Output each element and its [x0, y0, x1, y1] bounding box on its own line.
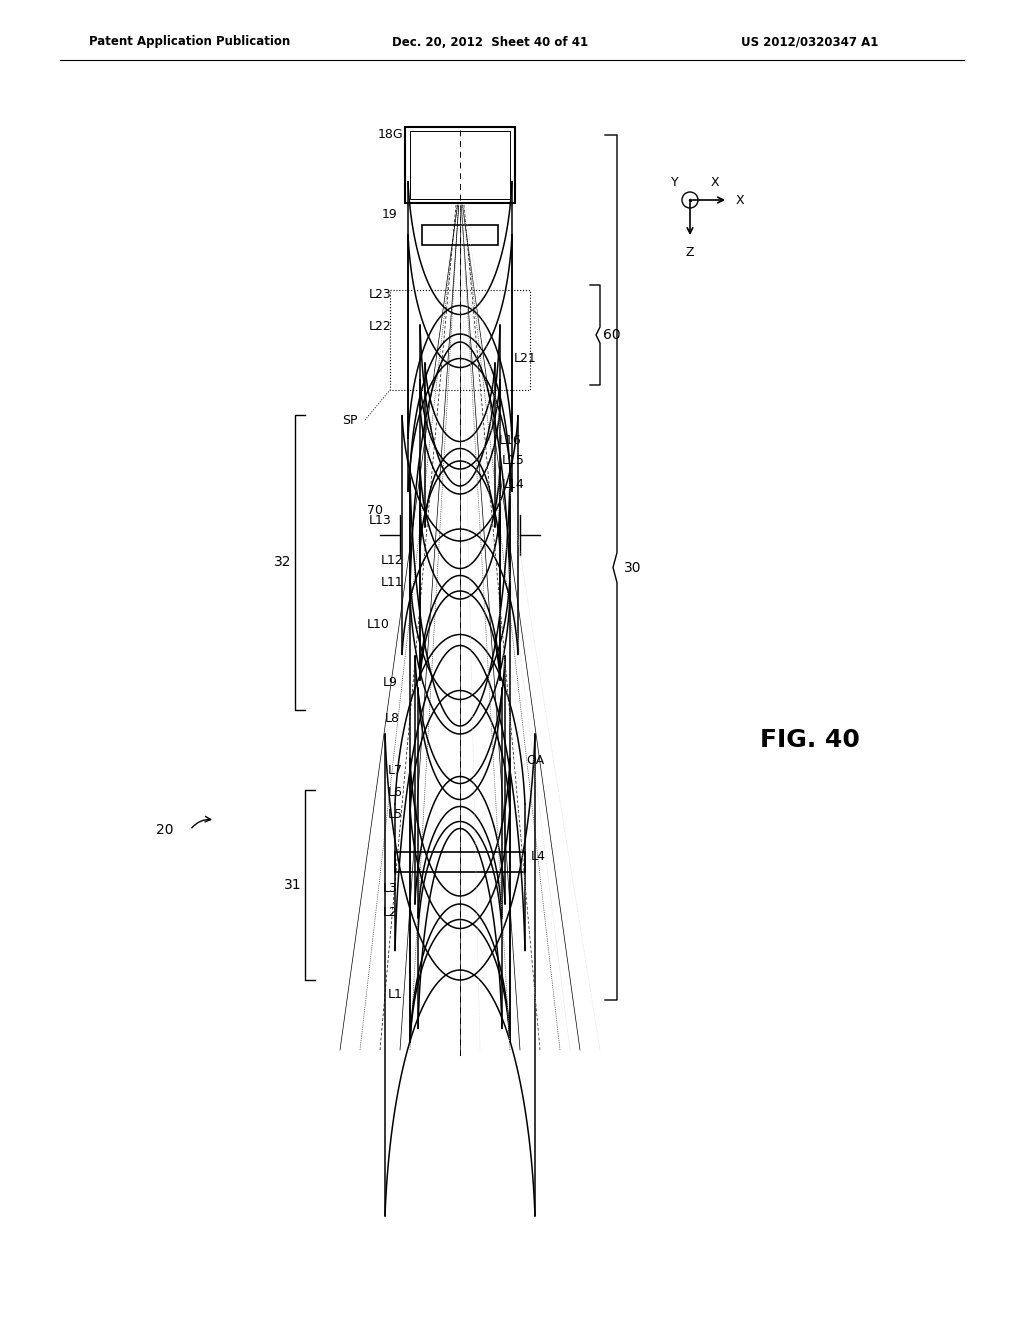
Text: L3: L3	[383, 882, 397, 895]
Text: L6: L6	[387, 787, 402, 800]
Text: FIG. 40: FIG. 40	[760, 729, 860, 752]
Text: 32: 32	[274, 556, 292, 569]
Text: 18G: 18G	[377, 128, 402, 141]
Text: L12: L12	[381, 553, 403, 566]
Bar	[422, 224, 498, 246]
Text: L1: L1	[387, 989, 402, 1002]
Text: US 2012/0320347 A1: US 2012/0320347 A1	[741, 36, 879, 49]
Text: 30: 30	[625, 561, 642, 574]
Bar	[406, 127, 515, 203]
Text: 60: 60	[603, 327, 621, 342]
Text: L15: L15	[502, 454, 524, 466]
Bar	[410, 131, 510, 199]
Text: 31: 31	[285, 878, 302, 892]
Text: L5: L5	[387, 808, 402, 821]
Text: L10: L10	[367, 619, 389, 631]
Bar	[395, 851, 525, 873]
Text: Y: Y	[671, 176, 679, 189]
Text: L8: L8	[384, 711, 399, 725]
Text: L14: L14	[502, 479, 524, 491]
Text: L21: L21	[514, 351, 537, 364]
Text: L23: L23	[369, 289, 391, 301]
Text: L22: L22	[369, 319, 391, 333]
Text: Patent Application Publication: Patent Application Publication	[89, 36, 291, 49]
Text: L16: L16	[499, 433, 521, 446]
Text: L4: L4	[530, 850, 546, 863]
Text: X: X	[711, 176, 719, 189]
Text: Z: Z	[686, 247, 694, 260]
Text: L11: L11	[381, 577, 403, 590]
Text: 20: 20	[157, 822, 174, 837]
Text: L9: L9	[383, 676, 397, 689]
Text: L2: L2	[383, 906, 397, 919]
Text: OA: OA	[526, 754, 544, 767]
Text: L13: L13	[369, 513, 391, 527]
Text: 19: 19	[382, 209, 398, 222]
Text: X: X	[735, 194, 744, 206]
Text: Dec. 20, 2012  Sheet 40 of 41: Dec. 20, 2012 Sheet 40 of 41	[392, 36, 588, 49]
Text: L7: L7	[387, 763, 402, 776]
Text: 70: 70	[367, 503, 383, 516]
Text: SP: SP	[342, 413, 357, 426]
